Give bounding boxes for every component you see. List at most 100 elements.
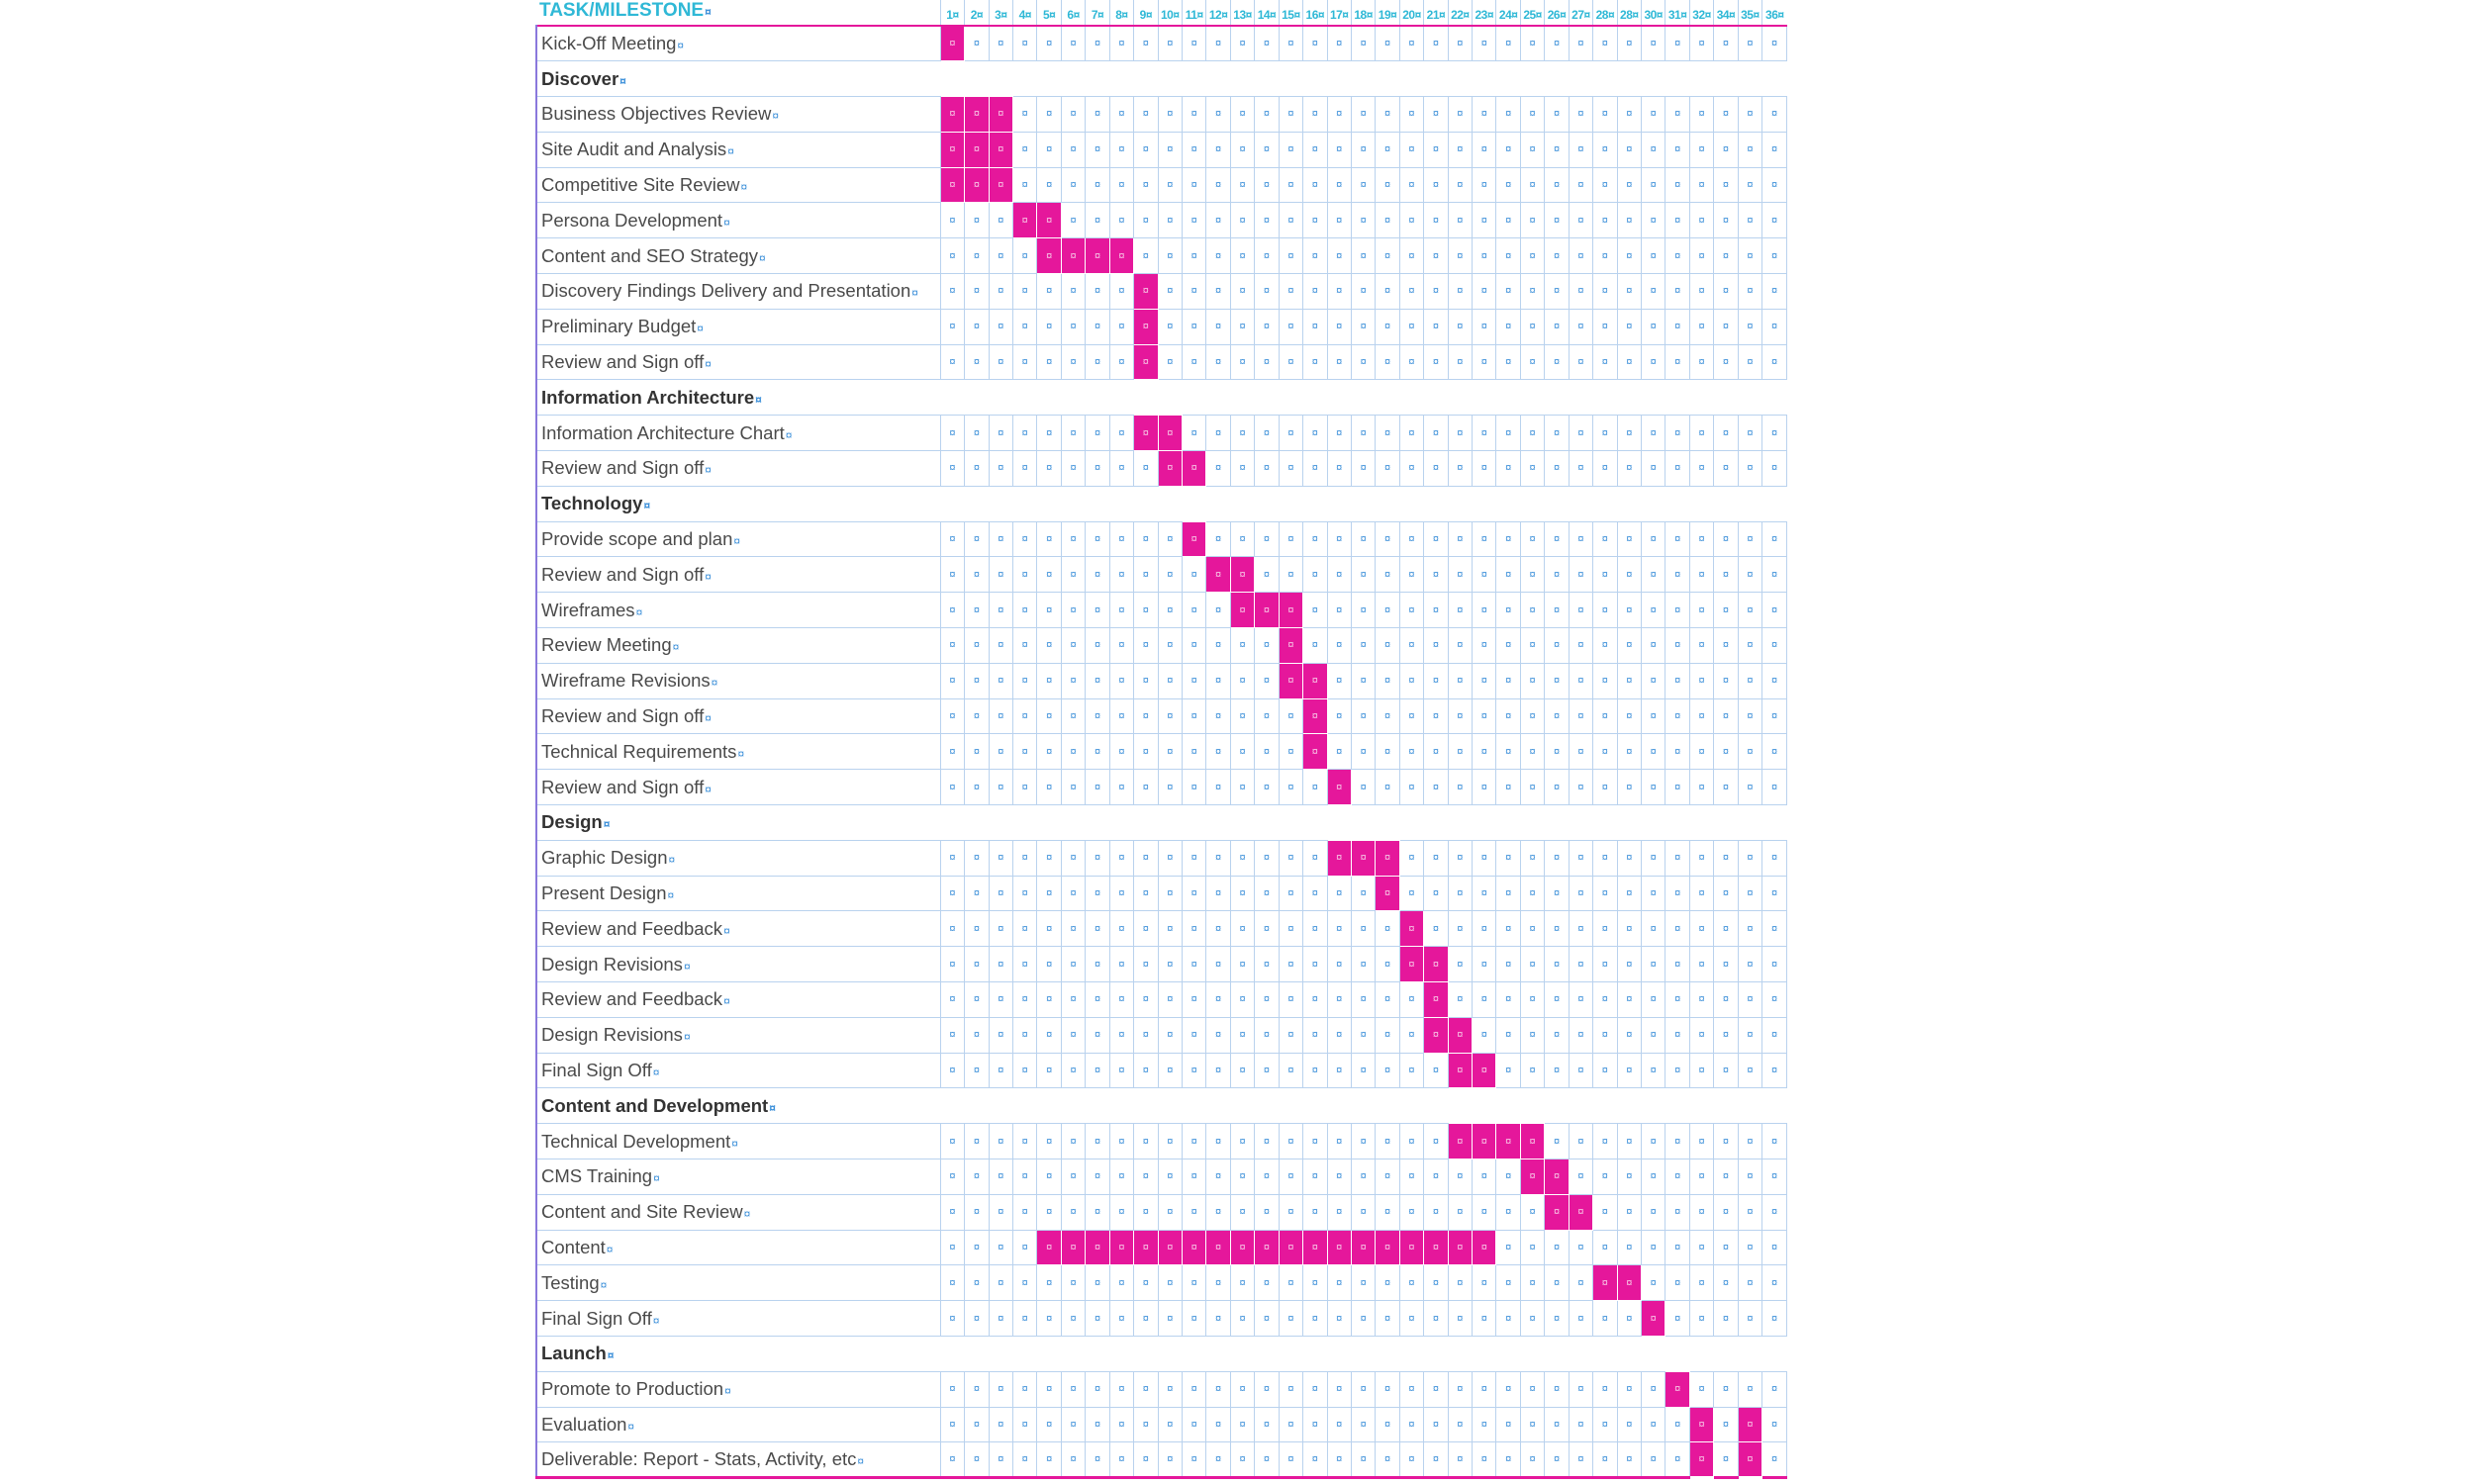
week-cell: ¤ [1423, 1406, 1449, 1443]
gantt-bar-cell: ¤ [1398, 1229, 1425, 1266]
week-cell: ¤ [1592, 237, 1618, 275]
week-cell: ¤ [1519, 1264, 1546, 1302]
week-cell: ¤ [1108, 343, 1135, 381]
week-cell: ¤ [1568, 662, 1594, 699]
task-label: Promote to Production¤ [534, 1370, 941, 1408]
week-cell: ¤ [1108, 946, 1135, 983]
phase-spacer [940, 379, 1787, 416]
week-cell: ¤ [1447, 415, 1474, 452]
week-cell: ¤ [1737, 946, 1763, 983]
week-cell: ¤ [1447, 556, 1474, 594]
gantt-bar-cell: ¤ [988, 96, 1014, 133]
week-cell: ¤ [1181, 910, 1207, 948]
week-cell: ¤ [1713, 733, 1739, 771]
week-cell: ¤ [1761, 96, 1787, 133]
week-cell: ¤ [1229, 166, 1256, 204]
week-cell: ¤ [1592, 343, 1618, 381]
gantt-bar-cell: ¤ [1060, 237, 1087, 275]
gantt-bar-cell: ¤ [1544, 1193, 1570, 1231]
week-cell: ¤ [1133, 1406, 1159, 1443]
week-cell: ¤ [1254, 627, 1280, 664]
week-cell: ¤ [1495, 343, 1521, 381]
week-cell: ¤ [1665, 1123, 1690, 1159]
week-cell: ¤ [1375, 166, 1400, 204]
week-cell: ¤ [1544, 556, 1570, 594]
task-label: Design Revisions¤ [534, 946, 941, 982]
week-cell: ¤ [1375, 592, 1400, 629]
week-header-26: 26¤ [1544, 0, 1570, 26]
week-cell: ¤ [1350, 1300, 1377, 1337]
week-cell: ¤ [1398, 1370, 1425, 1408]
week-cell: ¤ [1326, 910, 1352, 948]
week-cell: ¤ [1254, 202, 1280, 239]
week-cell: ¤ [1761, 910, 1787, 948]
week-cell: ¤ [1568, 1159, 1594, 1195]
week-cell: ¤ [1157, 910, 1183, 948]
week-cell: ¤ [1278, 1300, 1304, 1337]
week-cell: ¤ [1713, 1159, 1739, 1195]
week-cell: ¤ [1398, 308, 1425, 345]
week-cell: ¤ [1108, 1300, 1135, 1337]
week-cell: ¤ [1423, 202, 1449, 239]
week-cell: ¤ [1423, 1052, 1449, 1089]
row-name: Design [541, 811, 603, 833]
week-cell: ¤ [1737, 556, 1763, 594]
week-header-11: 11¤ [1181, 0, 1206, 26]
gantt-bar-cell: ¤ [939, 25, 966, 62]
week-cell: ¤ [964, 202, 990, 239]
week-header-2: 2¤ [964, 0, 990, 26]
gantt-bar-cell: ¤ [1423, 1229, 1449, 1266]
week-cell: ¤ [1254, 1300, 1280, 1337]
week-cell: ¤ [1398, 875, 1425, 912]
phase-spacer [940, 485, 1787, 522]
week-cell: ¤ [1616, 308, 1643, 345]
week-cell: ¤ [1495, 520, 1521, 558]
week-cell: ¤ [1568, 520, 1594, 558]
week-cell: ¤ [1133, 25, 1159, 62]
week-cell: ¤ [1085, 1264, 1110, 1302]
week-cell: ¤ [1713, 1406, 1739, 1443]
week-cell: ¤ [1616, 273, 1643, 310]
week-cell: ¤ [1688, 273, 1715, 310]
week-cell: ¤ [939, 1229, 966, 1266]
week-cell: ¤ [1640, 308, 1666, 345]
task-row: Final Sign Off¤ ¤ ¤ ¤ ¤ ¤ ¤ ¤ ¤ ¤ ¤ ¤ ¤ ¤ ¤ ¤ ¤ ¤ ¤ ¤ ¤ ¤ ¤ ¤ ¤ ¤… [534, 1300, 1787, 1337]
week-cell: ¤ [1495, 946, 1521, 983]
week-cell: ¤ [1447, 343, 1474, 381]
week-cell: ¤ [1761, 415, 1787, 452]
week-cell: ¤ [939, 1300, 966, 1337]
week-cell: ¤ [1350, 662, 1377, 699]
week-cell: ¤ [1229, 1159, 1256, 1195]
week-cell: ¤ [1350, 1264, 1377, 1302]
week-cell: ¤ [1447, 697, 1474, 735]
week-cell: ¤ [1447, 308, 1474, 345]
week-cell: ¤ [1302, 1406, 1328, 1443]
week-cell: ¤ [1350, 697, 1377, 735]
week-cell: ¤ [1326, 1123, 1352, 1159]
week-cell: ¤ [1157, 1370, 1183, 1408]
week-cell: ¤ [1713, 520, 1739, 558]
week-cell: ¤ [1544, 1123, 1570, 1159]
week-cell: ¤ [1761, 1441, 1787, 1480]
week-cell: ¤ [1495, 308, 1521, 345]
gantt-bar-cell: ¤ [1205, 1229, 1231, 1266]
week-cell: ¤ [1108, 450, 1135, 487]
week-cell: ¤ [1133, 981, 1159, 1018]
week-cell: ¤ [1398, 1441, 1425, 1480]
week-cell: ¤ [1133, 1370, 1159, 1408]
row-name: Present Design [541, 882, 667, 904]
week-cell: ¤ [1375, 343, 1400, 381]
week-cell: ¤ [1688, 1229, 1715, 1266]
gantt-bar-cell: ¤ [1012, 202, 1038, 239]
week-cell: ¤ [1012, 592, 1038, 629]
week-cell: ¤ [1060, 875, 1087, 912]
week-cell: ¤ [1398, 556, 1425, 594]
week-cell: ¤ [1085, 697, 1110, 735]
gantt-bar-cell: ¤ [1350, 839, 1377, 877]
week-cell: ¤ [1302, 202, 1328, 239]
row-name: Content [541, 1236, 606, 1257]
week-cell: ¤ [1350, 237, 1377, 275]
week-cell: ¤ [1326, 520, 1352, 558]
week-cell: ¤ [1254, 25, 1280, 62]
week-cell: ¤ [1326, 273, 1352, 310]
